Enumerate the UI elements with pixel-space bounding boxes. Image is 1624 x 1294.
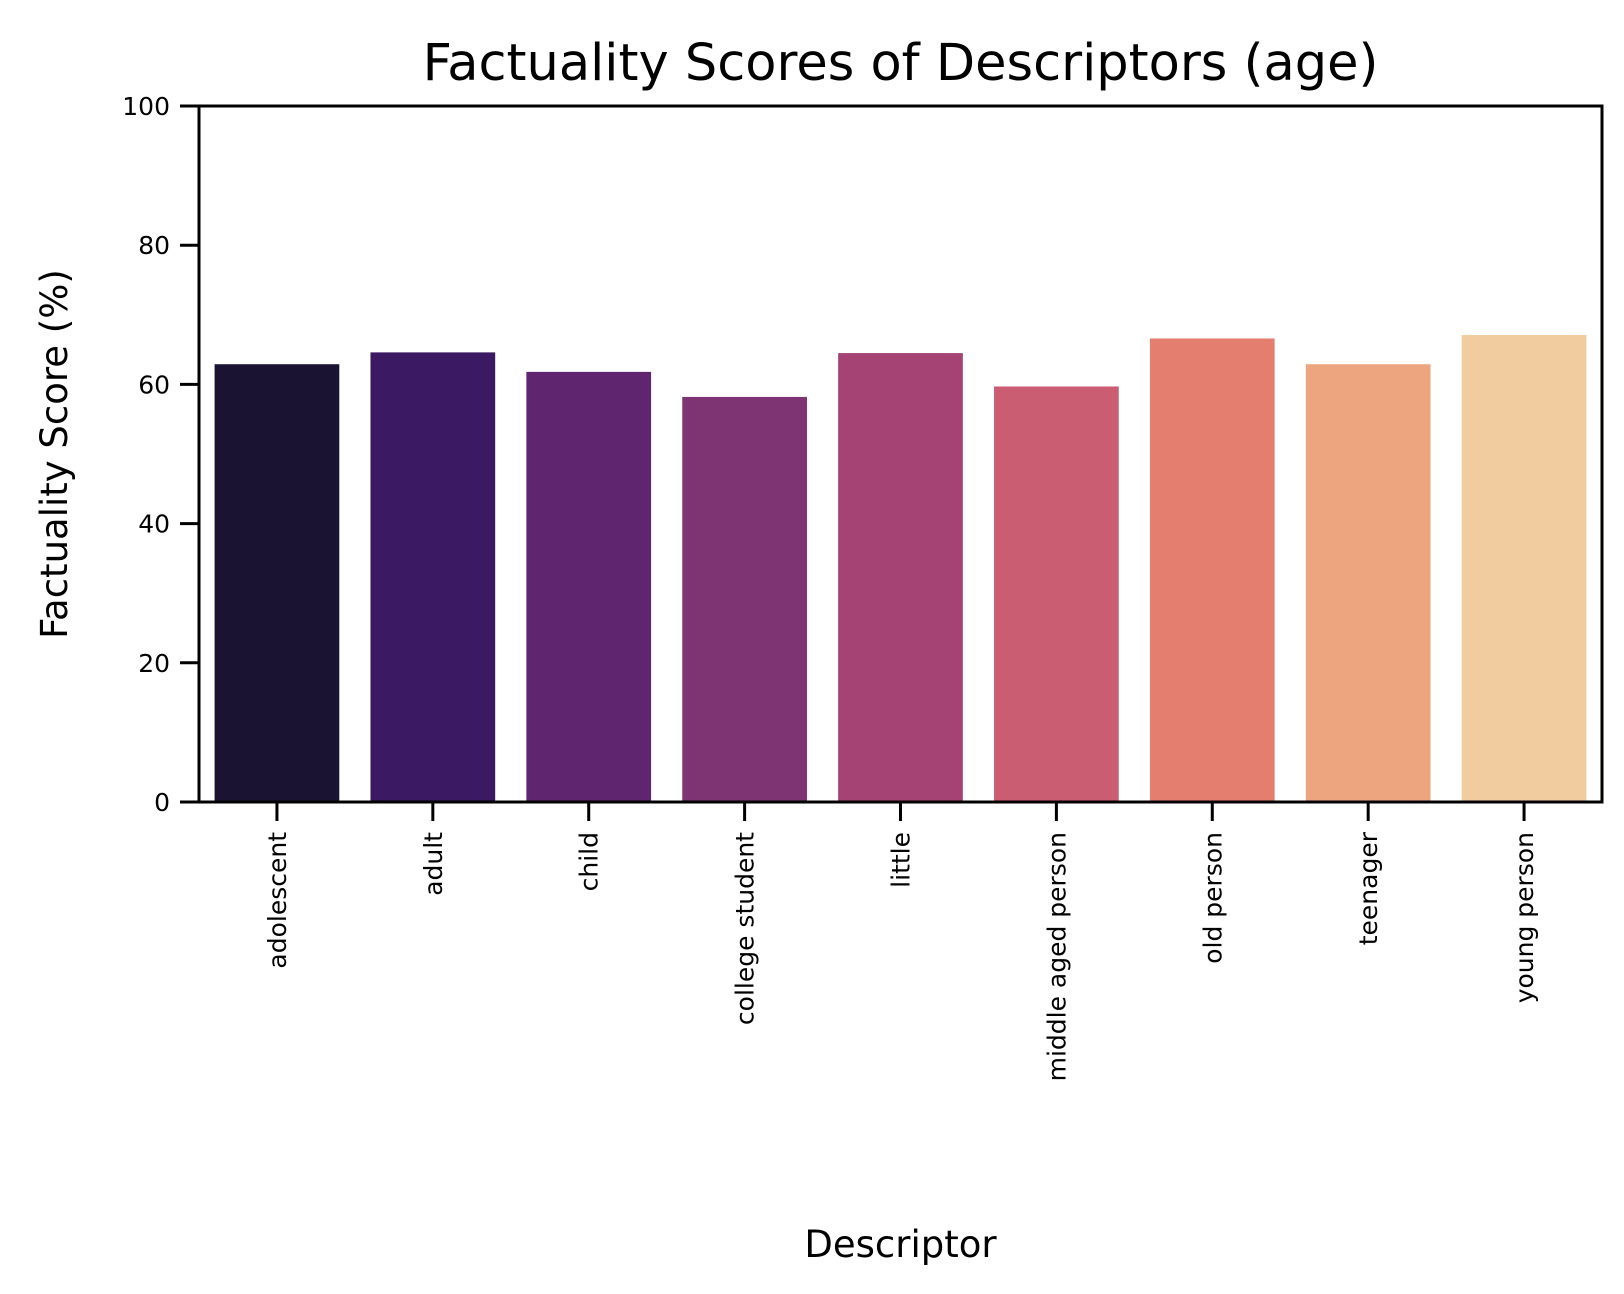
- x-tick-label: middle aged person: [1042, 832, 1071, 1081]
- bar-adolescent: [214, 364, 340, 802]
- y-axis-title: Factuality Score (%): [33, 269, 76, 639]
- x-tick-label: child: [575, 832, 604, 891]
- chart-title: Factuality Scores of Descriptors (age): [423, 34, 1379, 93]
- x-tick-label: young person: [1510, 832, 1539, 1003]
- bar-little: [838, 353, 963, 802]
- y-tick-label: 100: [122, 92, 170, 121]
- plot-area-frame: [197, 104, 1604, 804]
- bar-teenager: [1305, 364, 1431, 802]
- x-tick-label: college student: [731, 832, 760, 1025]
- ticks-layer: adolescent adult child college student littl…: [122, 92, 1539, 1081]
- x-tick-label: adolescent: [263, 832, 292, 969]
- x-tick-label: adult: [419, 832, 448, 896]
- y-tick-label: 80: [138, 231, 170, 260]
- bar-college-student: [682, 396, 807, 802]
- x-tick-label: teenager: [1354, 831, 1383, 945]
- bar-child: [526, 371, 652, 802]
- y-tick-label: 20: [138, 649, 170, 678]
- bar-young-person: [1461, 334, 1587, 802]
- bar-old-person: [1149, 338, 1275, 802]
- bar-middle-aged-person: [994, 386, 1119, 802]
- bars-layer: [214, 334, 1587, 802]
- y-tick-label: 0: [154, 788, 170, 817]
- y-tick-label: 60: [138, 370, 170, 399]
- x-tick-label: little: [887, 832, 916, 888]
- x-tick-label: old person: [1198, 832, 1227, 964]
- y-tick-label: 40: [138, 510, 170, 539]
- x-axis-title: Descriptor: [804, 1223, 997, 1266]
- bar-adult: [370, 352, 496, 802]
